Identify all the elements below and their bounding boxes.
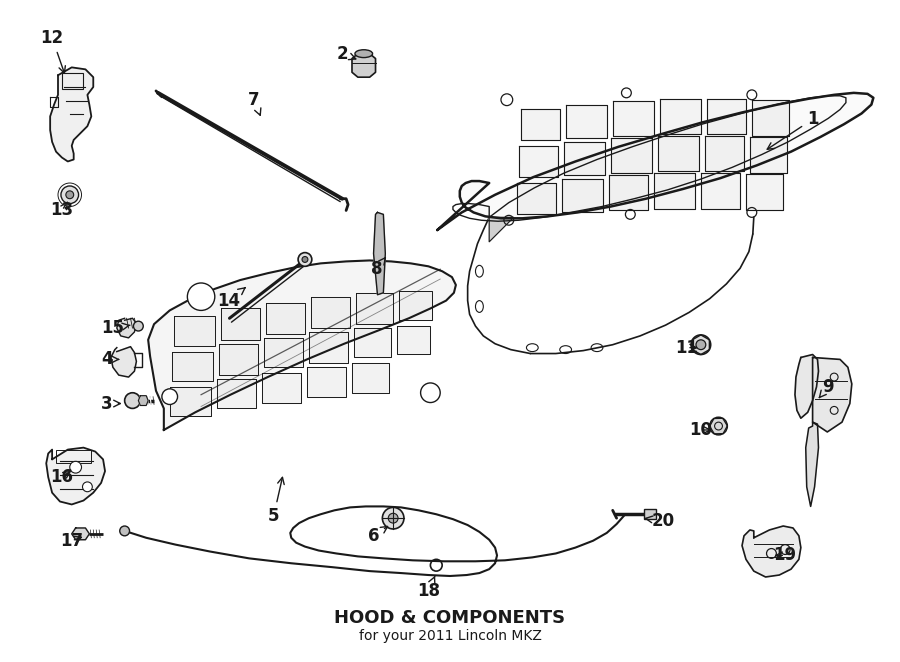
Polygon shape [806,422,818,506]
Polygon shape [701,173,740,209]
Circle shape [382,507,404,529]
Polygon shape [111,347,137,377]
Polygon shape [352,363,389,393]
Circle shape [302,256,308,262]
Circle shape [83,482,93,492]
Bar [644,509,656,519]
Polygon shape [490,217,514,242]
Text: 18: 18 [417,577,440,600]
Text: 10: 10 [689,421,713,439]
Polygon shape [613,101,653,136]
Polygon shape [352,54,375,77]
Polygon shape [309,332,348,363]
Circle shape [70,461,82,473]
Polygon shape [658,136,699,171]
Polygon shape [139,396,148,406]
Text: 16: 16 [50,468,74,486]
Bar [62,73,84,89]
Circle shape [66,191,74,199]
Circle shape [691,335,711,355]
Polygon shape [437,93,873,230]
Polygon shape [310,297,350,328]
Text: 6: 6 [368,526,388,545]
Polygon shape [266,303,305,334]
Text: 20: 20 [645,512,675,530]
Polygon shape [565,105,607,138]
Polygon shape [170,387,211,416]
Polygon shape [217,379,256,408]
Circle shape [162,389,177,404]
Polygon shape [354,328,392,357]
Polygon shape [563,142,605,175]
Polygon shape [356,293,393,324]
Polygon shape [307,367,346,397]
Text: 5: 5 [268,477,284,525]
Text: 1: 1 [767,111,818,149]
Polygon shape [742,526,801,577]
Text: 13: 13 [50,201,74,220]
Circle shape [710,417,727,435]
Polygon shape [813,357,851,432]
Polygon shape [660,99,701,134]
Polygon shape [520,109,560,140]
Polygon shape [172,352,212,381]
Polygon shape [219,344,258,375]
Polygon shape [264,338,303,367]
Circle shape [388,513,398,523]
Polygon shape [174,316,215,346]
Polygon shape [46,448,105,504]
Polygon shape [397,326,430,354]
Text: 15: 15 [102,319,130,337]
Text: 12: 12 [40,29,66,73]
Polygon shape [399,291,432,320]
Text: 3: 3 [101,395,121,412]
Circle shape [298,253,311,266]
Text: for your 2011 Lincoln MKZ: for your 2011 Lincoln MKZ [358,629,542,643]
Polygon shape [117,318,137,338]
Polygon shape [72,528,89,540]
Text: 9: 9 [819,378,834,398]
Text: 19: 19 [774,546,796,565]
Polygon shape [705,136,744,171]
Text: 11: 11 [676,339,698,357]
Text: 8: 8 [371,258,385,278]
Circle shape [61,186,78,204]
Polygon shape [518,146,558,177]
Polygon shape [517,183,556,214]
Text: 7: 7 [248,91,261,115]
Polygon shape [706,99,746,134]
Text: HOOD & COMPONENTS: HOOD & COMPONENTS [335,609,565,627]
Polygon shape [374,213,385,295]
Text: 2: 2 [337,44,356,63]
Bar [56,449,91,463]
Polygon shape [562,179,603,213]
Text: 4: 4 [101,350,119,369]
Polygon shape [262,373,301,402]
Circle shape [187,283,215,310]
Polygon shape [220,308,260,340]
Circle shape [420,383,440,402]
Ellipse shape [355,50,373,58]
Polygon shape [795,355,818,418]
Circle shape [696,340,706,350]
Polygon shape [653,173,695,209]
Polygon shape [750,137,788,173]
Polygon shape [148,260,456,430]
Circle shape [133,321,143,331]
Polygon shape [752,100,789,136]
Text: 14: 14 [217,287,246,310]
Polygon shape [608,175,648,211]
Text: 17: 17 [60,532,84,549]
Polygon shape [50,68,94,162]
Circle shape [120,526,130,536]
Polygon shape [611,138,652,173]
Polygon shape [746,174,783,211]
Circle shape [124,393,140,408]
